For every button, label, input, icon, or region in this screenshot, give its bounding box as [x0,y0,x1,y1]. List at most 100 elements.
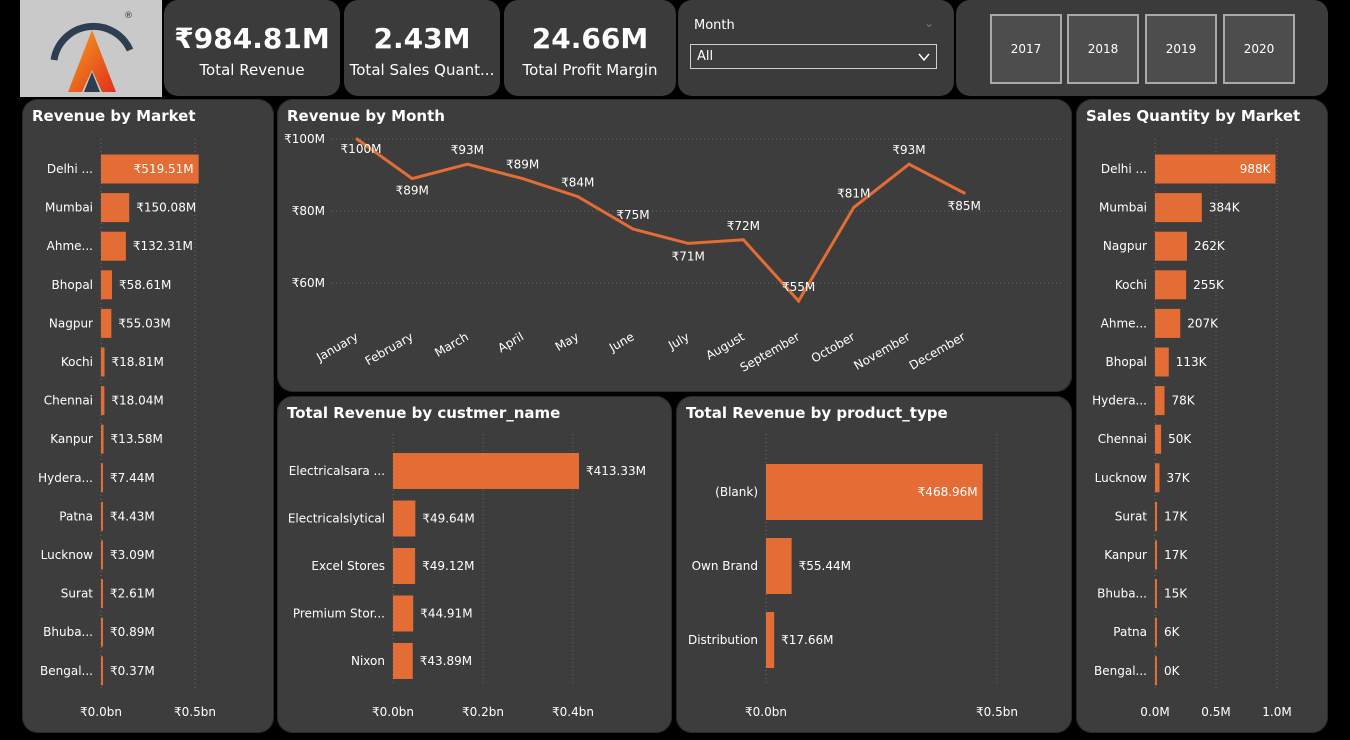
month-dropdown[interactable]: All [690,44,937,69]
x-axis-tick-label: April [495,329,526,355]
x-axis-tick-label: May [553,329,581,354]
data-label: ₹18.04M [111,394,163,408]
data-label: ₹100M [341,142,382,156]
category-label: Bhopal [1106,355,1147,369]
kpi-total-quantity: 2.43M Total Sales Quant... [344,0,500,96]
data-label: ₹468.96M [918,485,978,499]
kpi-label: Total Profit Margin [522,61,658,79]
data-label: ₹150.08M [136,201,196,215]
bar [101,656,103,686]
category-label: Premium Stor... [293,607,385,621]
year-button-2019[interactable]: 2019 [1145,14,1217,84]
kpi-total-revenue: ₹984.81M Total Revenue [164,0,340,96]
year-button-2020[interactable]: 2020 [1223,14,1295,84]
axis-tick-label: ₹0.5bn [976,705,1018,719]
category-label: Delhi ... [1101,162,1147,176]
panel-title: Total Revenue by product_type [686,404,948,422]
data-point [797,299,801,303]
data-label: 15K [1164,587,1188,601]
kpi-total-profit: 24.66M Total Profit Margin [504,0,676,96]
revenue-by-customer-panel: Total Revenue by custmer_name ₹0.0bn ₹0.2… [277,396,672,733]
category-label: Lucknow [41,548,94,562]
axis-tick-label: ₹0.0bn [372,705,414,719]
data-point [355,137,359,141]
category-label: Bhopal [52,278,93,292]
category-label: Surat [61,587,94,601]
dropdown-value: All [697,49,714,64]
kpi-value: 2.43M [373,22,471,55]
revenue-by-month-panel: Revenue by Month ₹100M ₹80M ₹60M ₹100M Janua… [277,99,1072,392]
category-label: Bhuba... [43,625,93,639]
bar [101,347,105,377]
bar [101,386,105,416]
data-label: 262K [1194,239,1226,253]
data-label: ₹132.31M [133,239,193,253]
revenue-by-product-chart: ₹0.0bn ₹0.5bn (Blank) ₹468.96M Own Brand ₹55.… [688,434,1018,719]
bar [101,308,112,338]
data-label: 384K [1209,201,1241,215]
data-label: ₹13.58M [111,432,163,446]
data-label: ₹72M [727,219,760,233]
data-label: 988K [1240,162,1272,176]
y-axis-tick-label: ₹80M [292,204,325,218]
revenue-line [356,137,965,304]
x-axis-tick-label: December [907,329,968,372]
kpi-label: Total Sales Quant... [349,61,495,79]
category-label: Nagpur [1103,239,1147,253]
category-label: Delhi ... [47,162,93,176]
bar [766,612,775,668]
category-label: Bengal... [40,664,93,678]
category-label: Ahme... [47,239,93,253]
data-label: 78K [1172,394,1196,408]
category-label: Distribution [688,633,758,647]
data-label: ₹17.66M [781,633,833,647]
company-logo: ® [20,0,162,97]
year-button-2017[interactable]: 2017 [990,14,1062,84]
axis-tick-label: ₹0.0bn [80,705,122,719]
revenue-by-market-panel: Revenue by Market ₹0.0bn ₹0.5bn Delhi ... ₹… [22,99,274,733]
category-label: Kanpur [1104,548,1147,562]
category-label: Hydera... [1092,394,1147,408]
bar [1155,154,1276,184]
slicer-title: Month [694,18,735,33]
x-axis-tick-label: August [704,329,748,362]
x-axis-tick-label: June [606,329,637,355]
data-label: ₹413.33M [586,464,646,478]
axis-tick-label: ₹0.2bn [462,705,504,719]
category-label: Ahme... [1101,316,1147,330]
axis-tick-label: ₹0.4bn [552,705,594,719]
bar [101,270,113,300]
data-point [962,191,966,195]
year-button-2018[interactable]: 2018 [1067,14,1139,84]
bar [101,540,103,570]
data-point [631,227,635,231]
category-label: Kochi [61,355,93,369]
bar [101,501,103,531]
bar [766,538,792,594]
bar [101,154,199,184]
data-label: ₹93M [892,143,925,157]
data-label: ₹55M [782,280,815,294]
data-point [410,177,414,181]
bar [1155,617,1157,647]
axis-tick-label: ₹0.5bn [174,705,216,719]
data-label: 6K [1164,625,1181,639]
revenue-by-month-chart: ₹100M ₹80M ₹60M ₹100M January ₹89M February ₹93… [284,132,1062,375]
bar [393,548,416,584]
bar [101,579,103,609]
logo-icon: ® [50,11,134,92]
quantity-by-market-chart: 0.0M 0.5M 1.0M Delhi ... 988K Mumbai 384K Nagpu… [1092,139,1292,719]
bar [766,464,983,520]
data-point [521,177,525,181]
data-label: ₹75M [616,208,649,222]
bar [1155,193,1202,223]
data-point [465,162,469,166]
bar [1155,424,1162,454]
category-label: Hydera... [38,471,93,485]
data-label: ₹3.09M [110,548,155,562]
data-label: ₹84M [561,176,594,190]
data-point [852,205,856,209]
x-axis-tick-label: October [809,329,858,365]
bar [393,643,413,679]
data-label: ₹2.61M [110,587,155,601]
